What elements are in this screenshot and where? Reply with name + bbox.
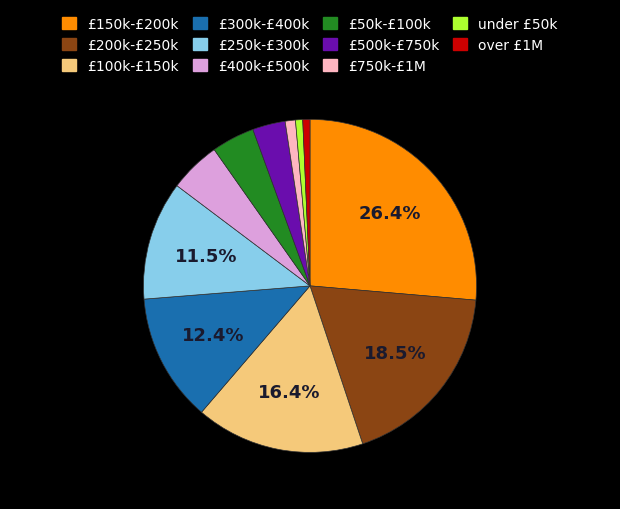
- Text: 18.5%: 18.5%: [364, 344, 427, 362]
- Wedge shape: [202, 286, 363, 453]
- Text: 11.5%: 11.5%: [175, 247, 237, 265]
- Wedge shape: [303, 120, 310, 286]
- Text: 26.4%: 26.4%: [358, 204, 421, 222]
- Wedge shape: [296, 120, 310, 286]
- Text: 12.4%: 12.4%: [182, 326, 245, 344]
- Wedge shape: [177, 150, 310, 286]
- Text: 16.4%: 16.4%: [258, 383, 321, 401]
- Wedge shape: [144, 286, 310, 412]
- Legend: £150k-£200k, £200k-£250k, £100k-£150k, £300k-£400k, £250k-£300k, £400k-£500k, £5: £150k-£200k, £200k-£250k, £100k-£150k, £…: [55, 11, 565, 80]
- Wedge shape: [310, 286, 476, 444]
- Wedge shape: [285, 121, 310, 286]
- Wedge shape: [215, 130, 310, 286]
- Wedge shape: [143, 186, 310, 299]
- Wedge shape: [310, 120, 477, 301]
- Wedge shape: [253, 122, 310, 286]
